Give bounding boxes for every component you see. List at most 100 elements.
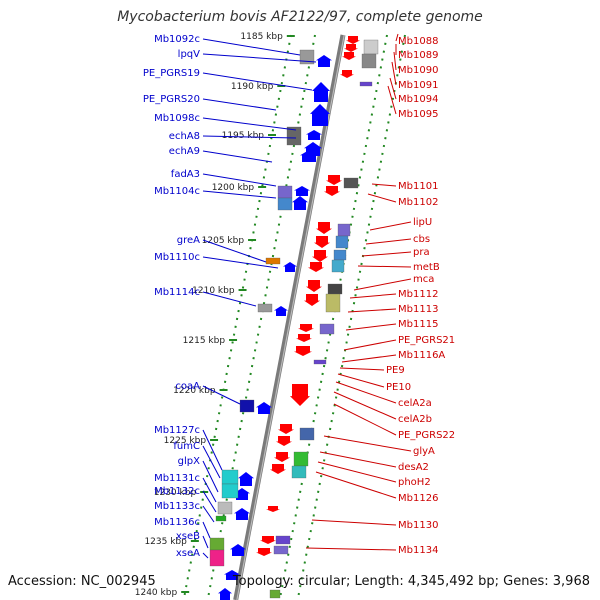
track-border-3 — [278, 34, 388, 600]
forward-gene-label: Mb1098c — [154, 113, 200, 124]
reverse-gene-arrow — [316, 222, 332, 234]
kbp-tick-label: 1215 kbp — [183, 336, 226, 346]
forward-gene-label: PE_PGRS20 — [143, 94, 200, 105]
reverse-gene-arrow — [326, 175, 342, 185]
reverse-gene-label: Mb1101 — [398, 181, 438, 192]
forward-leader-line — [202, 535, 209, 549]
reverse-gene-label: Mb1113 — [398, 304, 438, 315]
forward-gene-arrow — [234, 508, 250, 520]
feature-box — [221, 469, 239, 485]
forward-leader-line — [202, 150, 273, 163]
kbp-tick-label: 1220 kbp — [173, 386, 216, 396]
forward-gene-arrow — [218, 588, 232, 600]
reverse-leader-line — [369, 221, 412, 231]
reverse-leader-line — [367, 193, 397, 203]
reverse-leader-line — [335, 381, 397, 404]
reverse-leader-line — [357, 265, 412, 268]
feature-box — [359, 81, 373, 87]
forward-gene-arrow — [294, 186, 310, 196]
reverse-gene-label: Mb1116A — [398, 350, 445, 361]
forward-gene-arrow — [230, 544, 246, 556]
forward-leader-line — [202, 98, 277, 111]
reverse-gene-label: Mb1102 — [398, 197, 438, 208]
forward-gene-label: xseA — [176, 548, 200, 559]
kbp-tick-label: 1205 kbp — [202, 236, 245, 246]
reverse-leader-line — [333, 391, 397, 420]
reverse-gene-arrow — [324, 186, 340, 196]
kbp-tick-label: 1210 kbp — [192, 286, 235, 296]
forward-gene-label: echA9 — [169, 146, 200, 157]
reverse-gene-label: Mb1095 — [398, 109, 438, 120]
reverse-leader-line — [323, 435, 412, 452]
forward-leader-line — [202, 239, 267, 263]
reverse-gene-arrow — [296, 334, 312, 342]
reverse-leader-line — [393, 51, 397, 71]
map-title: Mycobacterium bovis AF2122/97, complete … — [117, 9, 483, 25]
forward-gene-label: PE_PGRS19 — [143, 68, 200, 79]
reverse-leader-line — [349, 293, 397, 299]
feature-box — [291, 465, 307, 479]
reverse-gene-arrow — [314, 236, 330, 248]
reverse-gene-arrow — [344, 44, 358, 52]
reverse-leader-line — [365, 238, 412, 245]
feature-box — [335, 235, 349, 249]
kbp-tick-label: 1240 kbp — [135, 588, 178, 598]
forward-gene-arrow — [224, 570, 240, 580]
accession-text: Accession: NC_002945 — [8, 574, 156, 589]
forward-leader-line — [202, 291, 257, 307]
reverse-gene-label: Mb1134 — [398, 545, 438, 556]
feature-box — [325, 293, 341, 313]
reverse-gene-label: lipU — [413, 217, 432, 228]
forward-leader-line — [202, 38, 301, 56]
reverse-gene-arrow — [306, 280, 322, 292]
forward-leader-line — [202, 429, 223, 471]
reverse-gene-label: PE_PGRS22 — [398, 430, 455, 441]
reverse-gene-arrow — [346, 36, 360, 44]
reverse-gene-arrow — [294, 346, 312, 356]
feature-box — [209, 549, 225, 567]
forward-gene-label: fumC — [173, 441, 200, 452]
forward-leader-line — [202, 552, 209, 559]
forward-leader-line — [202, 53, 317, 63]
reverse-gene-arrow — [278, 424, 294, 434]
forward-gene-label: xseB — [176, 531, 200, 542]
reverse-gene-arrow — [290, 384, 310, 406]
feature-box — [277, 185, 293, 199]
feature-box — [275, 535, 291, 545]
forward-leader-line — [202, 460, 219, 493]
feature-box — [215, 515, 227, 522]
reverse-leader-line — [337, 373, 385, 388]
feature-box — [265, 257, 281, 265]
reverse-leader-line — [311, 519, 397, 526]
reverse-gene-arrow — [304, 294, 320, 306]
feature-box — [257, 303, 273, 313]
feature-box — [293, 451, 309, 467]
reverse-gene-label: PE_PGRS21 — [398, 335, 455, 346]
forward-leader-line — [202, 445, 221, 479]
forward-gene-label: Mb1132c — [154, 486, 200, 497]
reverse-leader-line — [333, 403, 397, 436]
feature-box — [221, 483, 239, 499]
reverse-gene-label: Mb1089 — [398, 50, 438, 61]
kbp-tick-label: 1200 kbp — [212, 183, 255, 193]
feature-box — [269, 589, 281, 599]
feature-box — [239, 399, 255, 413]
genome-backbone — [233, 34, 346, 600]
feature-box — [313, 359, 327, 365]
forward-gene-label: fadA3 — [171, 169, 200, 180]
reverse-gene-arrow — [260, 536, 276, 544]
forward-leader-line — [202, 117, 297, 131]
reverse-gene-label: glyA — [413, 446, 435, 457]
reverse-leader-line — [387, 85, 397, 115]
reverse-leader-line — [343, 339, 397, 351]
forward-gene-arrow — [312, 82, 330, 102]
reverse-gene-arrow — [270, 464, 286, 474]
forward-leader-line — [202, 256, 279, 269]
reverse-leader-line — [391, 61, 397, 86]
reverse-gene-label: Mb1126 — [398, 493, 438, 504]
feature-box — [361, 53, 377, 69]
forward-gene-label: Mb1136c — [154, 517, 200, 528]
forward-gene-label: lpqV — [178, 49, 200, 60]
reverse-gene-label: mca — [413, 274, 434, 285]
reverse-gene-arrow — [276, 436, 292, 446]
